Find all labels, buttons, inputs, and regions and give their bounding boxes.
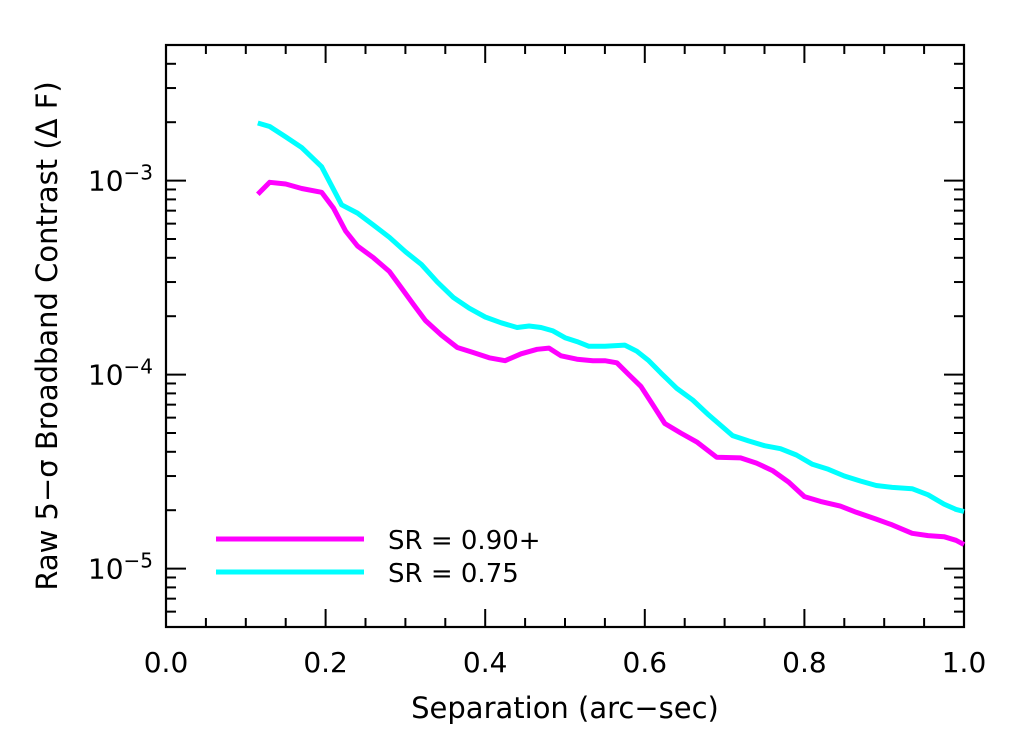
- tick-labels: 0.0 0.2 0.4 0.6 0.8 1.0 10−5 10−4 10−3: [88, 161, 986, 679]
- legend-label-2: SR = 0.75: [388, 559, 519, 589]
- y-tick-label: 10−3: [88, 161, 153, 198]
- y-tick-label: 10−5: [88, 549, 153, 586]
- x-tick-label: 0.0: [144, 646, 189, 679]
- series-line-2: [257, 120, 965, 514]
- x-tick-label: 0.2: [303, 646, 348, 679]
- axis-ticks: [165, 44, 965, 628]
- legend-label-1: SR = 0.90+: [388, 526, 541, 556]
- x-tick-label: 1.0: [942, 646, 987, 679]
- series-line-1: [256, 179, 966, 547]
- x-tick-label: 0.8: [782, 646, 827, 679]
- y-axis-title: Raw 5−σ Broadband Contrast (Δ F): [30, 81, 64, 590]
- x-tick-label: 0.6: [623, 646, 668, 679]
- x-axis-title: Separation (arc−sec): [411, 691, 719, 725]
- y-tick-label: 10−4: [88, 355, 153, 392]
- series-layer: [256, 120, 966, 547]
- x-tick-label: 0.4: [463, 646, 508, 679]
- legend: SR = 0.90+SR = 0.75: [216, 526, 541, 589]
